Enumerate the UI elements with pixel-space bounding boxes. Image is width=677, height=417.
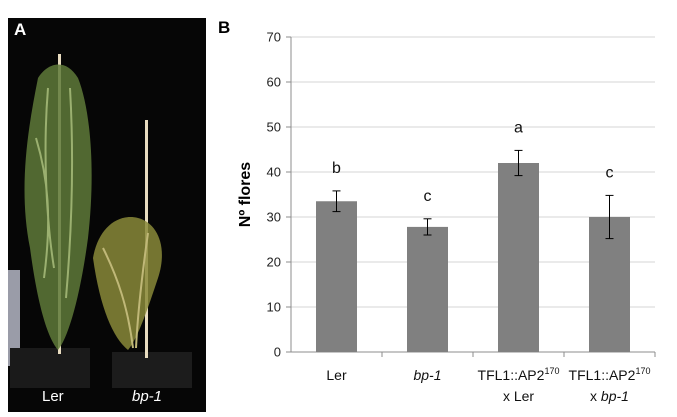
- bar: [589, 217, 630, 352]
- significance-label: a: [514, 119, 523, 136]
- panel-a-label: A: [14, 20, 27, 39]
- y-axis-title: Nº flores: [237, 162, 254, 228]
- panel-b-label: B: [218, 18, 231, 37]
- y-tick-label: 60: [267, 75, 281, 90]
- category-label-line2: x bp-1: [590, 388, 629, 404]
- y-tick-label: 70: [267, 30, 281, 45]
- category-line2-italic: bp-1: [601, 388, 629, 404]
- y-tick-label: 40: [267, 165, 281, 180]
- significance-label: c: [424, 188, 432, 205]
- significance-label: b: [332, 160, 341, 177]
- y-tick-label: 10: [267, 300, 281, 315]
- plant-photo: A Ler bp-1: [8, 18, 206, 412]
- bar: [407, 226, 448, 352]
- significance-label: c: [606, 164, 614, 181]
- category-label: bp-1: [413, 367, 441, 383]
- category-label: Ler: [326, 367, 347, 383]
- category-line2-text: x: [590, 388, 601, 404]
- category-line2-text: x Ler: [503, 388, 534, 404]
- y-tick-label: 30: [267, 210, 281, 225]
- category-superscript: 170: [544, 366, 559, 376]
- bar: [316, 201, 357, 352]
- y-tick-label: 20: [267, 255, 281, 270]
- plant-photo-illustration: [8, 54, 192, 388]
- photo-caption-bp1: bp-1: [132, 388, 163, 405]
- category-label: TFL1::AP2170: [569, 366, 651, 383]
- bar: [498, 163, 539, 352]
- y-tick-label: 50: [267, 120, 281, 135]
- y-tick-label: 0: [274, 345, 281, 360]
- category-superscript: 170: [635, 366, 650, 376]
- photo-caption-ler: Ler: [42, 388, 64, 405]
- category-label-line2: x Ler: [503, 388, 534, 404]
- category-label: TFL1::AP2170: [478, 366, 560, 383]
